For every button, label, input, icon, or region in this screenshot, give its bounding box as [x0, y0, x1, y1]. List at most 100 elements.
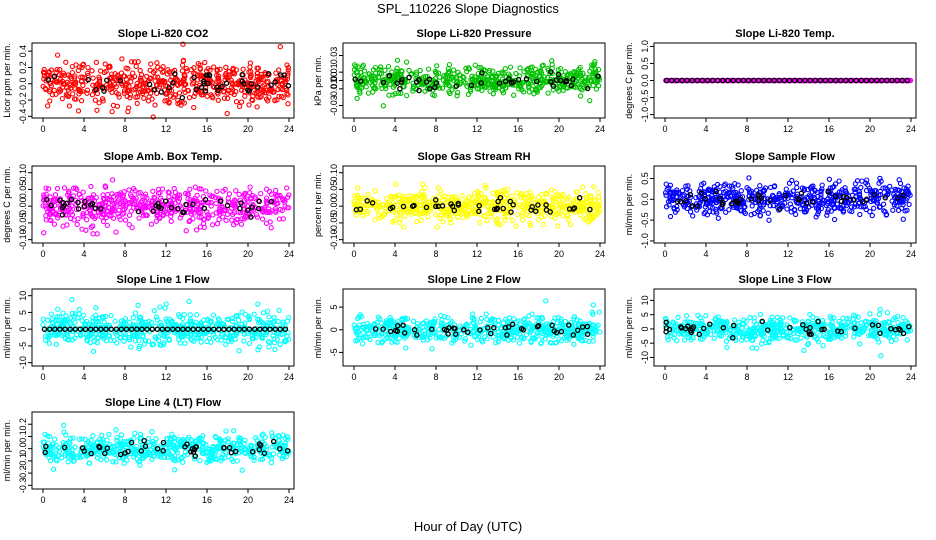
- mean-point: [848, 77, 854, 84]
- data-point: [763, 77, 770, 84]
- data-point: [69, 296, 75, 303]
- data-point: [74, 186, 80, 193]
- mean-point: [476, 208, 482, 215]
- mean-point: [43, 196, 50, 203]
- data-point: [577, 212, 584, 218]
- data-point: [476, 64, 482, 71]
- data-point: [206, 200, 212, 206]
- data-point: [244, 196, 250, 202]
- data-point: [277, 192, 283, 199]
- mean-point: [595, 73, 601, 79]
- data-point: [666, 185, 672, 191]
- data-point: [52, 211, 58, 217]
- data-point: [90, 82, 96, 88]
- data-point: [223, 341, 229, 348]
- data-point: [892, 186, 898, 193]
- data-point: [508, 335, 514, 341]
- mean-points: [45, 71, 292, 101]
- data-point: [414, 324, 420, 330]
- mean-point: [497, 194, 504, 201]
- data-point: [285, 314, 292, 321]
- data-point: [468, 342, 474, 348]
- data-point: [44, 103, 51, 109]
- data-point: [815, 203, 822, 210]
- data-point: [247, 184, 253, 190]
- data-point: [367, 336, 373, 343]
- data-point: [469, 210, 476, 216]
- panel-3: Slope Li-820 Temp.degrees C per min.0 4 8 1…: [624, 28, 917, 134]
- data-point: [389, 69, 395, 75]
- data-point: [541, 326, 547, 332]
- data-point: [858, 184, 864, 191]
- data-point: [152, 74, 158, 80]
- y-tick-label: 0.2: [18, 61, 28, 74]
- data-point: [242, 191, 248, 197]
- data-point: [194, 312, 200, 318]
- mean-point: [185, 326, 191, 332]
- data-point: [273, 201, 280, 207]
- data-point: [899, 199, 906, 205]
- mean-point: [725, 77, 731, 84]
- data-point: [417, 202, 424, 208]
- data-point: [198, 72, 205, 78]
- data-point: [154, 317, 160, 323]
- data-point: [439, 317, 445, 323]
- mean-point: [85, 76, 91, 83]
- data-point: [242, 320, 248, 326]
- data-point: [371, 332, 377, 338]
- data-point: [181, 72, 187, 78]
- mean-point: [868, 77, 875, 84]
- data-point: [403, 345, 409, 351]
- data-point: [149, 199, 155, 205]
- data-point: [679, 187, 686, 194]
- data-point: [127, 95, 133, 101]
- data-point: [591, 202, 597, 209]
- data-point: [180, 41, 186, 47]
- data-point: [84, 217, 90, 223]
- data-point: [103, 214, 110, 221]
- data-point: [357, 197, 363, 203]
- data-point: [233, 99, 240, 105]
- data-point: [479, 87, 485, 94]
- data-point: [526, 323, 532, 329]
- data-point: [150, 114, 156, 120]
- mean-point: [889, 77, 895, 84]
- data-point: [142, 338, 149, 344]
- data-point: [180, 58, 187, 64]
- data-point: [111, 81, 118, 88]
- data-point: [866, 77, 872, 84]
- mean-point: [277, 72, 284, 78]
- mean-point: [476, 202, 482, 209]
- data-point: [69, 212, 76, 218]
- mean-point: [179, 94, 186, 101]
- data-point: [429, 346, 435, 352]
- mean-point: [162, 198, 169, 204]
- data-point: [674, 203, 680, 210]
- data-point: [174, 77, 180, 83]
- data-points: [662, 175, 913, 223]
- data-point: [550, 333, 556, 340]
- data-point: [484, 197, 490, 204]
- mean-point: [87, 326, 94, 332]
- data-point: [208, 318, 214, 324]
- data-point: [129, 224, 135, 231]
- data-point: [231, 201, 237, 207]
- data-point: [801, 206, 807, 212]
- data-point: [565, 213, 571, 219]
- data-point: [249, 96, 255, 103]
- data-point: [405, 193, 411, 199]
- data-point: [279, 207, 285, 214]
- data-point: [60, 223, 66, 229]
- data-point: [856, 191, 863, 197]
- mean-point: [674, 77, 680, 84]
- data-point: [404, 208, 410, 214]
- data-point: [152, 68, 158, 74]
- data-point: [187, 205, 193, 211]
- data-point: [705, 187, 711, 193]
- data-point: [134, 201, 140, 207]
- data-point: [831, 205, 838, 211]
- data-point: [556, 328, 563, 335]
- data-point: [70, 185, 77, 191]
- data-point: [779, 193, 785, 199]
- data-point: [46, 340, 52, 346]
